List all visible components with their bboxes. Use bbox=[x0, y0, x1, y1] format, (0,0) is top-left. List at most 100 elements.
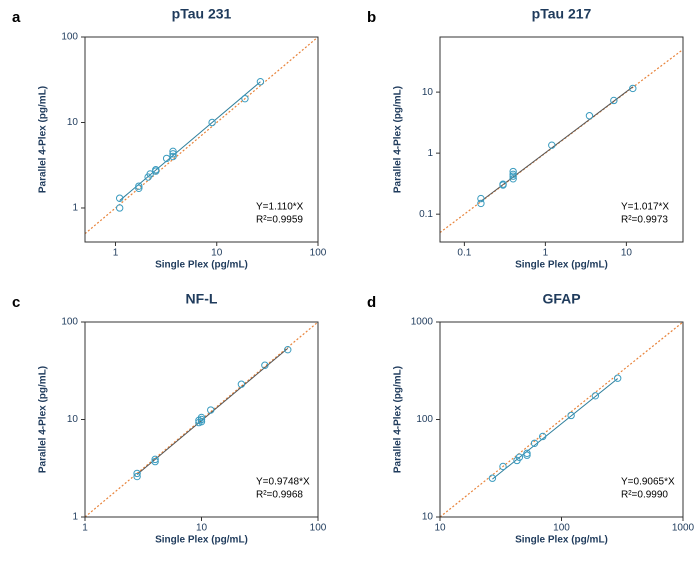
y-tick-label: 10 bbox=[67, 414, 79, 425]
point bbox=[515, 453, 524, 461]
panel: d GFAP Single Plex (pg/mL) Parallel 4-Plex … bbox=[367, 291, 695, 546]
chart-title: pTau 217 bbox=[532, 6, 592, 22]
x-tick-label: 10 bbox=[196, 523, 208, 534]
panel-label: d bbox=[367, 294, 376, 311]
x-tick-label: 10 bbox=[621, 248, 633, 259]
plot-frame bbox=[84, 321, 319, 518]
y-axis-label: Parallel 4-Plex (pg/mL) bbox=[393, 366, 404, 473]
point bbox=[152, 166, 160, 174]
y-tick-label: 1 bbox=[427, 148, 433, 159]
identity-line bbox=[440, 322, 683, 517]
x-axis-label: Single Plex (pg/mL) bbox=[515, 535, 608, 546]
point bbox=[133, 469, 141, 478]
fit-equation: Y=1.110*X bbox=[256, 202, 304, 213]
fit-line bbox=[480, 86, 634, 202]
point bbox=[135, 182, 143, 190]
point bbox=[613, 374, 622, 382]
point bbox=[162, 154, 171, 163]
x-tick-label: 100 bbox=[553, 523, 570, 534]
point bbox=[169, 147, 177, 156]
fit-equation: Y=0.9748*X bbox=[256, 477, 310, 488]
x-tick-label: 10 bbox=[211, 248, 223, 259]
point bbox=[477, 199, 485, 208]
point bbox=[115, 194, 124, 202]
point bbox=[151, 457, 159, 466]
panel: b pTau 217 Single Plex (pg/mL) Parallel 4-P… bbox=[367, 6, 684, 271]
panel-label: a bbox=[12, 9, 21, 26]
plot-frame bbox=[439, 36, 684, 243]
point bbox=[567, 411, 575, 420]
x-tick-label: 0.1 bbox=[457, 248, 471, 259]
x-axis-label: Single Plex (pg/mL) bbox=[515, 260, 608, 271]
x-axis-label: Single Plex (pg/mL) bbox=[155, 535, 248, 546]
chart-title: pTau 231 bbox=[172, 6, 232, 22]
point bbox=[237, 380, 246, 388]
point bbox=[169, 152, 177, 161]
point bbox=[585, 112, 594, 120]
point bbox=[241, 94, 249, 103]
identity-line bbox=[85, 322, 318, 517]
point bbox=[523, 451, 531, 459]
point bbox=[169, 150, 177, 158]
point bbox=[284, 345, 292, 354]
x-tick-label: 1 bbox=[113, 248, 119, 259]
point bbox=[523, 449, 531, 458]
x-tick-label: 100 bbox=[310, 248, 327, 259]
y-axis-label: Parallel 4-Plex (pg/mL) bbox=[38, 366, 49, 473]
y-tick-label: 100 bbox=[61, 317, 78, 328]
point bbox=[146, 170, 154, 178]
panel: c NF-L Single Plex (pg/mL) Parallel 4-Plex … bbox=[12, 291, 327, 546]
r-squared: R²=0.9968 bbox=[256, 490, 303, 501]
point bbox=[548, 141, 556, 149]
y-tick-label: 10 bbox=[422, 512, 434, 523]
panel-label: c bbox=[12, 294, 20, 311]
point bbox=[207, 406, 215, 414]
fit-line bbox=[136, 348, 289, 475]
point bbox=[208, 118, 216, 127]
point bbox=[135, 184, 143, 192]
x-tick-label: 1 bbox=[543, 248, 549, 259]
y-tick-label: 100 bbox=[416, 414, 433, 425]
point bbox=[256, 78, 265, 86]
point bbox=[197, 417, 206, 426]
fit-line bbox=[492, 378, 618, 480]
point bbox=[591, 392, 600, 400]
point bbox=[488, 474, 497, 482]
x-axis-label: Single Plex (pg/mL) bbox=[155, 260, 248, 271]
fit-equation: Y=1.017*X bbox=[621, 202, 669, 213]
x-tick-label: 1 bbox=[82, 523, 88, 534]
fit-line bbox=[119, 81, 261, 201]
panel: a pTau 231 Single Plex (pg/mL) Parallel 4-P… bbox=[12, 6, 327, 271]
panel-label: b bbox=[367, 9, 376, 26]
y-tick-label: 100 bbox=[61, 32, 78, 43]
y-tick-label: 10 bbox=[67, 117, 79, 128]
point bbox=[509, 175, 517, 183]
point bbox=[538, 432, 547, 441]
point bbox=[610, 96, 618, 105]
y-tick-label: 0.1 bbox=[419, 209, 433, 220]
point bbox=[509, 170, 517, 179]
point bbox=[151, 455, 159, 464]
r-squared: R²=0.9959 bbox=[256, 215, 303, 226]
plot-frame bbox=[439, 321, 684, 518]
chart-title: GFAP bbox=[542, 291, 580, 307]
point bbox=[261, 361, 269, 369]
point bbox=[530, 439, 539, 448]
chart-title: NF-L bbox=[186, 291, 218, 307]
y-tick-label: 1 bbox=[72, 203, 78, 214]
point bbox=[197, 413, 206, 422]
y-tick-label: 1000 bbox=[411, 317, 434, 328]
y-tick-label: 1 bbox=[72, 512, 78, 523]
x-tick-label: 1000 bbox=[672, 523, 695, 534]
r-squared: R²=0.9990 bbox=[621, 490, 668, 501]
y-tick-label: 10 bbox=[422, 87, 434, 98]
point bbox=[477, 194, 485, 203]
plot-frame bbox=[84, 36, 319, 243]
point bbox=[629, 84, 637, 93]
point bbox=[133, 472, 141, 481]
point bbox=[509, 167, 517, 176]
y-axis-label: Parallel 4-Plex (pg/mL) bbox=[38, 86, 49, 193]
point bbox=[197, 415, 206, 424]
